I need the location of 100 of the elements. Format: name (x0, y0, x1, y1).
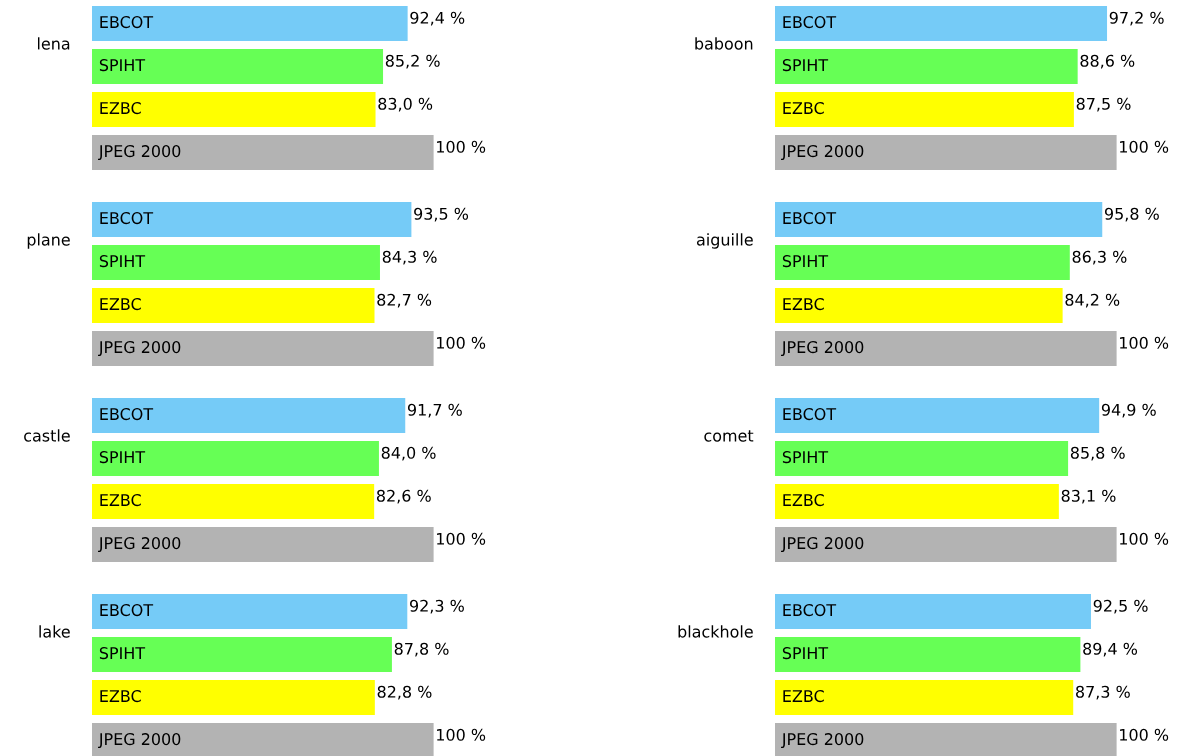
data-label: 100 % (1120, 532, 1169, 545)
bar (775, 441, 1069, 476)
data-label: 83,1 % (1061, 489, 1116, 504)
y-tick-label: EZBC (783, 298, 824, 311)
bar (92, 723, 434, 756)
bar (92, 92, 376, 127)
data-label: 95,8 % (1104, 207, 1159, 222)
y-tick-label: EZBC (100, 690, 141, 703)
data-label: 82,6 % (376, 489, 431, 504)
y-tick-label: JPEG 2000 (98, 145, 181, 161)
data-label: 85,8 % (1070, 446, 1125, 461)
data-label: 87,5 % (1076, 97, 1131, 112)
data-label: 84,3 % (382, 250, 437, 265)
bar (92, 49, 384, 84)
y-tick-label: EZBC (100, 298, 141, 311)
bar (92, 331, 434, 366)
y-tick-label: EZBC (100, 494, 141, 507)
bar (92, 637, 392, 672)
data-label: 88,6 % (1080, 54, 1135, 69)
bar (92, 288, 375, 323)
bar (775, 398, 1100, 433)
data-label: 89,4 % (1083, 642, 1138, 657)
data-label: 84,0 % (381, 446, 436, 461)
y-tick-label: JPEG 2000 (781, 145, 864, 161)
bar (92, 594, 408, 629)
data-label: 92,3 % (410, 599, 464, 614)
text: baboon (695, 37, 753, 50)
y-tick-label: SPIHT (782, 647, 829, 660)
data-label: 92,4 % (410, 11, 465, 26)
text: lena (37, 37, 70, 50)
text: aiguille (696, 233, 753, 249)
data-label: 100 % (1120, 728, 1169, 741)
text: blackhole (678, 625, 753, 638)
y-tick-label: EBCOT (783, 408, 837, 421)
text: lake (39, 625, 70, 638)
bar (775, 202, 1103, 237)
y-tick-label: EBCOT (783, 16, 837, 29)
y-tick-label: EZBC (783, 690, 824, 703)
data-label: 91,7 % (407, 403, 462, 418)
data-label: 100 % (437, 532, 486, 545)
data-label: 87,3 % (1076, 685, 1130, 700)
y-tick-label: EBCOT (100, 16, 154, 29)
y-tick-label: JPEG 2000 (98, 733, 181, 749)
y-tick-label: SPIHT (782, 255, 829, 268)
data-label: 97,2 % (1109, 11, 1164, 26)
y-tick-label: SPIHT (99, 647, 146, 660)
bar (775, 331, 1117, 366)
y-tick-label: JPEG 2000 (98, 537, 181, 553)
bar (92, 135, 434, 170)
bar (92, 441, 379, 476)
data-label: 82,8 % (377, 685, 432, 700)
y-tick-label: JPEG 2000 (98, 341, 181, 357)
y-tick-label: EZBC (783, 494, 824, 507)
data-label: 87,8 % (394, 642, 449, 657)
bar (92, 6, 408, 41)
bar (775, 245, 1070, 280)
text: comet (704, 430, 754, 442)
data-label: 100 % (437, 336, 486, 349)
bar (775, 637, 1081, 672)
y-tick-label: EBCOT (100, 604, 154, 617)
y-tick-label: EBCOT (783, 604, 837, 617)
data-label: 85,2 % (385, 54, 440, 69)
bar (775, 680, 1074, 715)
y-tick-label: SPIHT (99, 59, 146, 72)
y-tick-label: SPIHT (99, 451, 146, 464)
data-label: 100 % (1120, 336, 1169, 349)
data-label: 92,5 % (1093, 599, 1148, 614)
y-tick-label: EBCOT (783, 212, 837, 225)
data-label: 94,9 % (1101, 403, 1156, 418)
bar (775, 723, 1117, 756)
y-tick-label: JPEG 2000 (781, 341, 864, 357)
text: castle (24, 429, 70, 442)
data-label: 93,5 % (414, 207, 469, 222)
y-tick-label: EBCOT (100, 408, 154, 421)
y-tick-label: SPIHT (782, 451, 829, 464)
bar (92, 527, 434, 562)
data-label: 100 % (437, 728, 486, 741)
bar (92, 680, 375, 715)
data-label: 86,3 % (1072, 250, 1127, 265)
bar (92, 202, 412, 237)
data-label: 82,7 % (377, 293, 432, 308)
y-tick-label: SPIHT (782, 59, 829, 72)
y-tick-label: JPEG 2000 (781, 537, 864, 553)
data-label: 83,0 % (378, 97, 433, 112)
bar (775, 527, 1117, 562)
y-tick-label: JPEG 2000 (781, 733, 864, 749)
data-label: 100 % (1120, 140, 1169, 153)
y-tick-label: SPIHT (99, 255, 146, 268)
bar (775, 594, 1091, 629)
bar (92, 245, 380, 280)
bar (92, 398, 406, 433)
y-tick-label: EZBC (783, 102, 824, 115)
y-tick-label: EZBC (100, 102, 141, 115)
bar (92, 484, 375, 519)
bar (775, 484, 1059, 519)
data-label: 84,2 % (1065, 293, 1120, 308)
y-tick-label: EBCOT (100, 212, 154, 225)
data-label: 100 % (437, 140, 486, 153)
text: plane (27, 233, 70, 249)
bar (775, 288, 1063, 323)
